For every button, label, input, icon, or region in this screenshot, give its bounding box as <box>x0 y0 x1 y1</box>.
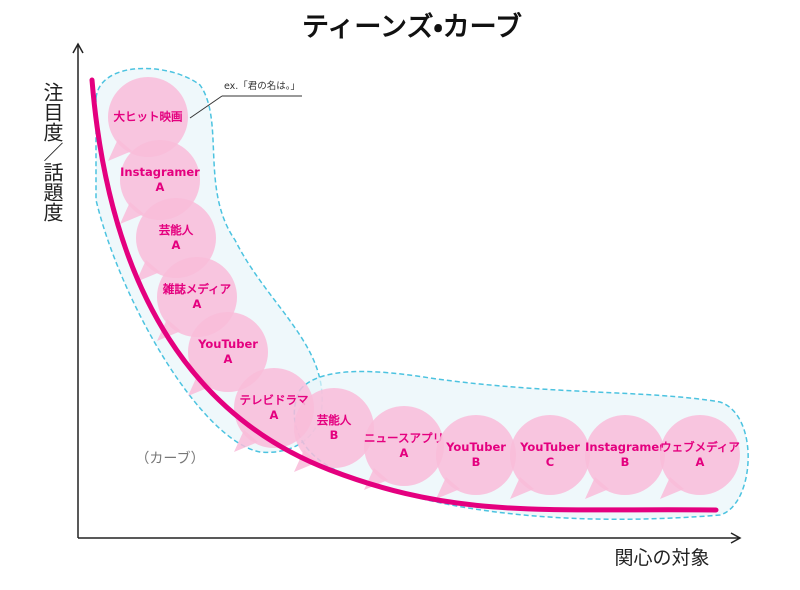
bubble-tail <box>120 202 144 224</box>
bubble-tail <box>436 477 460 499</box>
x-axis-label: 関心の対象 <box>614 547 709 569</box>
bubble-label: 芸能人 <box>317 413 352 427</box>
bubble-circle <box>108 77 188 157</box>
curve <box>89 77 719 513</box>
bubble-tail <box>234 430 258 452</box>
bubble-label: A <box>224 352 233 366</box>
bubble-label: Instagramer <box>120 165 200 179</box>
bubble-label: テレビドラマ <box>240 393 309 407</box>
bubble-circle <box>660 415 740 495</box>
bubble-label: A <box>156 180 165 194</box>
bubble-tail <box>157 319 181 341</box>
bubble-circle <box>364 406 444 486</box>
bubble-label: ニュースアプリ <box>364 431 444 445</box>
bubble-circle <box>510 415 590 495</box>
bubble-circle <box>188 312 268 392</box>
bubble-label: 芸能人 <box>159 223 194 237</box>
bubble-tail <box>108 139 132 161</box>
bubble-label: 雑誌メディア <box>162 282 232 296</box>
bubble-tail <box>660 477 684 499</box>
bubble-label: ウェブメディア <box>660 440 740 454</box>
bubble-label: A <box>696 455 705 469</box>
y-axis-label: 注目度／話題度 <box>40 82 64 222</box>
bubble-label: B <box>472 455 481 469</box>
bubble-tail <box>188 374 212 396</box>
bubble-label: A <box>270 408 279 422</box>
bubble-circle <box>585 415 665 495</box>
bubble-label: YouTuber <box>519 440 580 454</box>
bubble-label: Instagramer <box>585 440 665 454</box>
bubble-label: C <box>546 455 554 469</box>
bubble-circle <box>436 415 516 495</box>
bubble-label: 大ヒット映画 <box>114 110 183 124</box>
bubble-label: A <box>400 446 409 460</box>
bubble-label: B <box>621 455 630 469</box>
bubble-circle <box>294 388 374 468</box>
annotation-leader <box>189 95 223 119</box>
title: ティーンズ・カーブ <box>302 11 522 43</box>
bubble-label: YouTuber <box>197 337 258 351</box>
bubble-tail <box>136 260 160 282</box>
bubble-label: B <box>330 428 339 442</box>
curve-label: （カーブ） <box>135 450 204 467</box>
bubbles: 大ヒット映画InstagramerA芸能人A雑誌メディアAYouTuberAテレ… <box>108 77 740 499</box>
bubble-label: A <box>193 297 202 311</box>
annotation: ex.「君の名は。」 <box>224 80 300 92</box>
bubble-label: YouTuber <box>445 440 506 454</box>
bubble-label: A <box>172 238 181 252</box>
bubble-tail <box>585 477 609 499</box>
bubble: 大ヒット映画 <box>108 77 188 161</box>
bubble-tail <box>510 477 534 499</box>
